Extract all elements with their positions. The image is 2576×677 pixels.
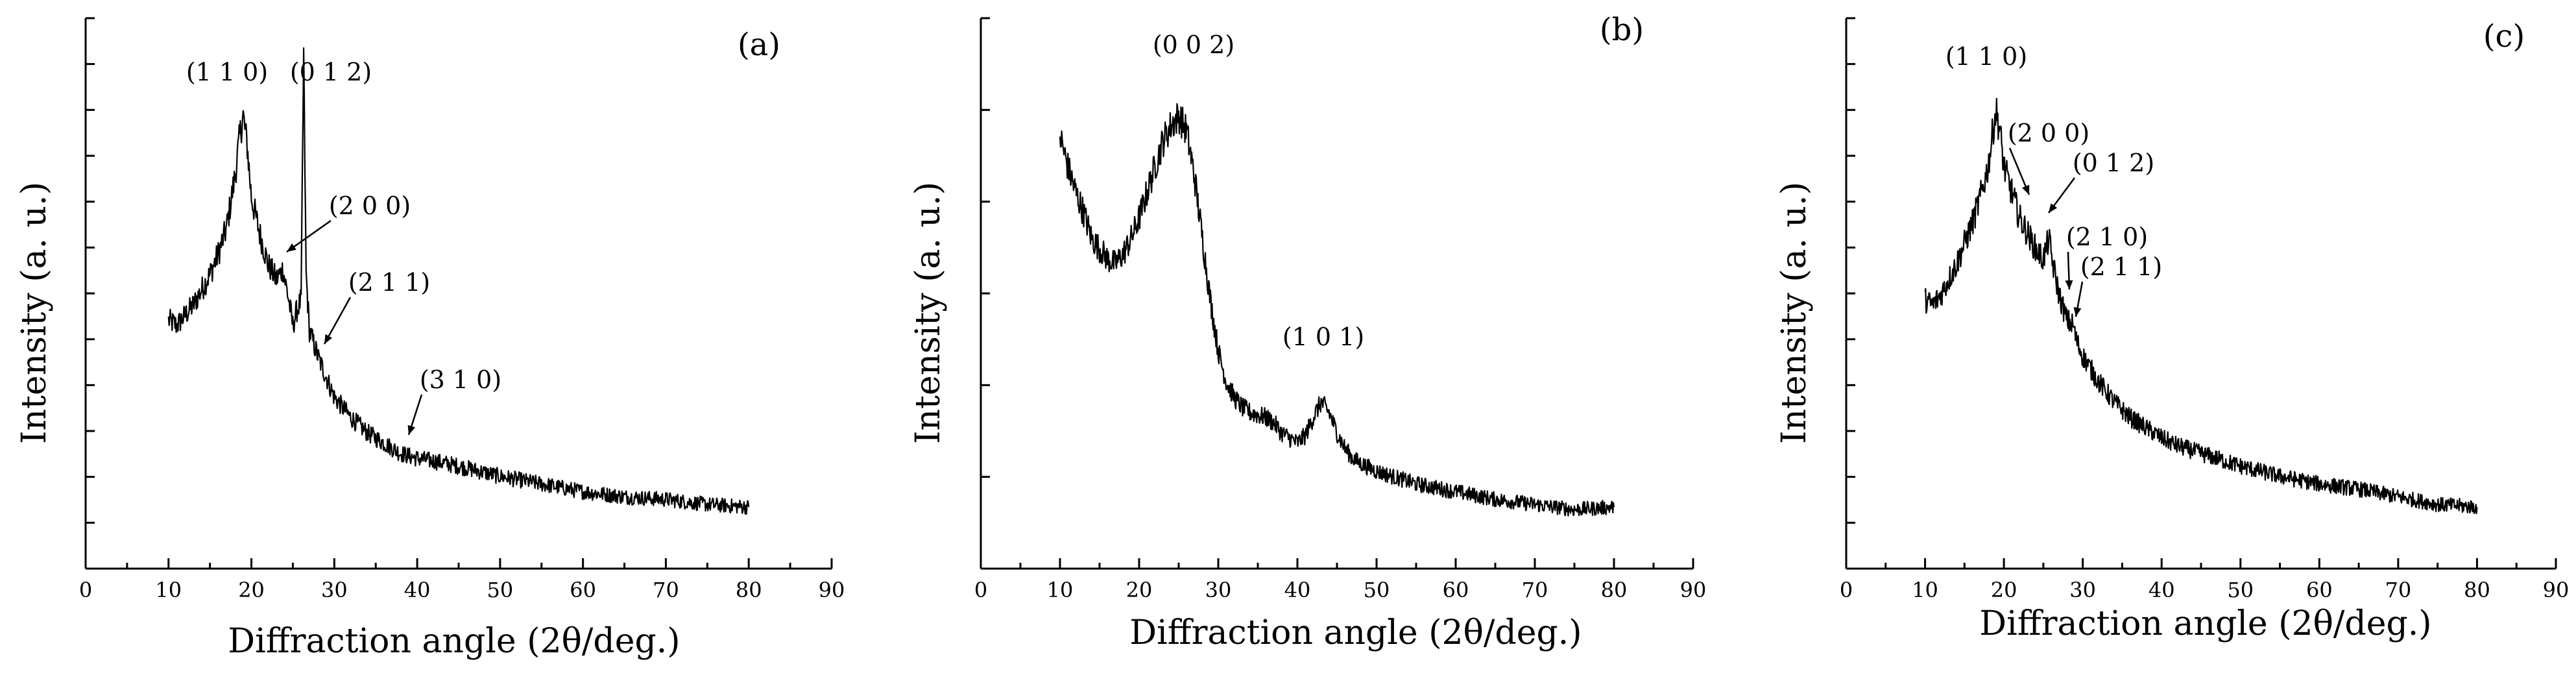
panel-label: (c) [2483, 18, 2525, 55]
peak-arrow-head [407, 425, 415, 435]
x-tick-label: 0 [974, 578, 987, 602]
x-tick-label: 20 [1126, 578, 1153, 602]
peak-label: (0 0 2) [1153, 31, 1234, 59]
peak-arrow-head [2065, 280, 2073, 289]
x-tick-label: 30 [2069, 578, 2096, 602]
x-tick-label: 50 [1364, 578, 1390, 602]
panel-label: (a) [738, 27, 780, 63]
chart-panel-c: 0 10 20 30 40 50 60 70 80 90 Intensity (a. u.) Diff… [1775, 17, 2570, 643]
y-axis-title: Intensity (a. u.) [909, 182, 948, 444]
peak-arrow-head [324, 334, 332, 344]
x-tick-label: 40 [1284, 578, 1311, 602]
x-tick-label: 0 [1840, 578, 1853, 602]
x-tick-label: 60 [1443, 578, 1469, 602]
peak-arrow-head [287, 243, 296, 252]
x-tick-label: 10 [1047, 578, 1074, 602]
x-tick-label: 80 [736, 578, 762, 602]
x-tick-label: 50 [487, 578, 514, 602]
peak-arrow-head [2073, 307, 2082, 317]
x-axis-title: Diffraction angle (2θ/deg.) [1979, 604, 2431, 643]
x-tick-label: 20 [1991, 578, 2017, 602]
x-tick-label: 60 [570, 578, 596, 602]
x-tick-label: 70 [2385, 578, 2412, 602]
y-axis-title: Intensity (a. u.) [1775, 182, 1814, 444]
x-tick-label: 0 [79, 578, 92, 602]
x-axis-title: Diffraction angle (2θ/deg.) [228, 622, 680, 661]
x-tick-label: 30 [1205, 578, 1232, 602]
peak-label: (3 1 0) [420, 365, 501, 394]
x-tick-label: 60 [2306, 578, 2333, 602]
y-axis-title: Intensity (a. u.) [15, 182, 54, 444]
x-tick-label: 70 [1522, 578, 1548, 602]
x-tick-label: 40 [404, 578, 431, 602]
x-tick-label: 40 [2149, 578, 2175, 602]
panel-label: (b) [1600, 12, 1644, 48]
peak-label: (2 1 0) [2066, 223, 2148, 251]
peak-label: (2 1 1) [348, 268, 430, 297]
x-tick-label: 80 [1601, 578, 1628, 602]
x-tick-label: 90 [819, 578, 845, 602]
x-axis-title: Diffraction angle (2θ/deg.) [1129, 613, 1582, 652]
chart-panel-a: 0 10 20 30 40 50 60 70 80 90 Intensity (a. u.) Diff… [15, 17, 845, 661]
x-tick-label: 90 [1680, 578, 1707, 602]
x-tick-label: 50 [2227, 578, 2254, 602]
peak-label: (1 0 1) [1282, 323, 1364, 351]
peak-arrow-head [2022, 184, 2030, 195]
x-tick-label: 80 [2464, 578, 2490, 602]
x-tick-label: 10 [155, 578, 182, 602]
xrd-trace [1059, 103, 1615, 517]
xrd-trace [167, 47, 750, 515]
peak-label: (1 1 0) [186, 58, 268, 86]
peak-label: (2 0 0) [329, 191, 411, 220]
x-tick-label: 70 [653, 578, 679, 602]
x-tick-label: 20 [238, 578, 265, 602]
x-tick-label: 10 [1912, 578, 1938, 602]
peak-label: (1 1 0) [1945, 42, 2027, 71]
xrd-trace [1924, 97, 2478, 515]
peak-label: (0 1 2) [2073, 149, 2154, 177]
chart-panel-b: 0 10 20 30 40 50 60 70 80 90 Intensity (a. u.) Diff… [909, 12, 1706, 652]
x-tick-label: 90 [2543, 578, 2570, 602]
peak-arrow-head [2049, 203, 2058, 213]
peak-label: (2 0 0) [2008, 119, 2089, 147]
peak-label: (2 1 1) [2080, 252, 2162, 281]
peak-label: (0 1 2) [290, 58, 372, 86]
x-tick-label: 30 [321, 578, 348, 602]
